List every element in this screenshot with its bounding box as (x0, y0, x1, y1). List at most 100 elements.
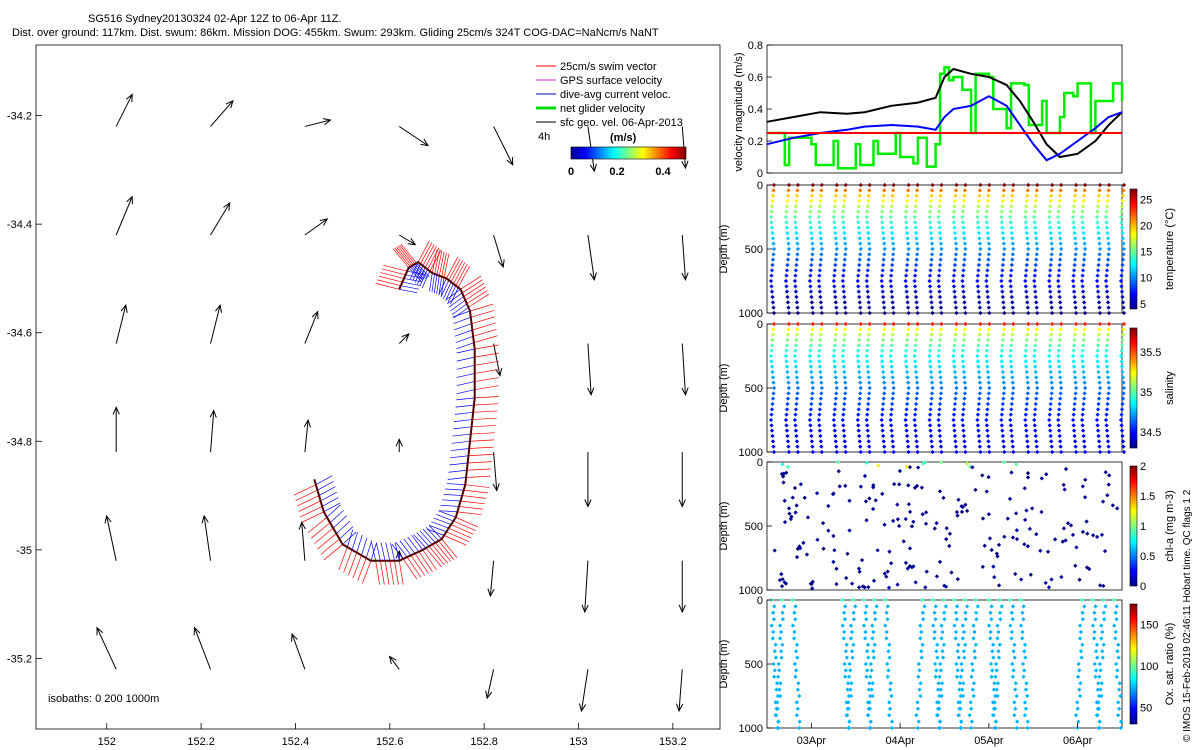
data-point (1101, 597, 1106, 603)
data-point (928, 337, 934, 343)
data-point (905, 439, 910, 444)
data-point (927, 278, 932, 284)
swim-vector (397, 245, 414, 266)
data-point (871, 629, 876, 635)
data-point (1032, 412, 1037, 417)
data-point (915, 706, 921, 711)
data-point (889, 273, 894, 278)
data-point (857, 396, 862, 401)
swim-vector (468, 454, 493, 457)
data-point (870, 623, 875, 628)
data-point (857, 332, 862, 337)
data-point (817, 412, 822, 417)
y-tick-label: -35 (16, 545, 32, 557)
data-point (1097, 674, 1102, 679)
data-point (844, 655, 850, 660)
arrow-head (388, 655, 397, 665)
data-point (1073, 241, 1078, 246)
swim-vector (465, 286, 486, 301)
data-point (807, 278, 813, 284)
geo-velocity-arrow (578, 669, 589, 713)
data-point (772, 649, 777, 654)
data-point (929, 252, 935, 257)
data-point (953, 439, 958, 444)
data-point (927, 412, 933, 417)
geo-velocity-arrow (493, 343, 503, 377)
data-point (920, 461, 926, 466)
data-point (770, 332, 776, 337)
arrow-shaft (389, 656, 400, 670)
data-point (1032, 417, 1037, 423)
data-point (903, 560, 909, 566)
data-point (1073, 188, 1078, 193)
data-point (913, 428, 918, 433)
data-point (843, 674, 848, 679)
swim-vector (460, 500, 485, 505)
data-point (1011, 385, 1016, 391)
data-point (985, 369, 991, 375)
data-point (794, 375, 800, 380)
swim-vector (314, 527, 334, 544)
data-point (890, 337, 895, 343)
data-point (793, 268, 799, 273)
data-point (904, 433, 910, 439)
data-point (1121, 449, 1127, 455)
data-point (959, 504, 964, 509)
data-point (961, 369, 967, 375)
data-point (869, 687, 874, 692)
data-point (1033, 407, 1038, 412)
data-point (873, 617, 878, 622)
data-point (1049, 396, 1054, 401)
data-point (1034, 375, 1039, 380)
data-point (843, 483, 848, 489)
data-point (914, 257, 919, 262)
data-point (904, 343, 909, 348)
current-vector (455, 404, 474, 408)
data-point (1014, 693, 1019, 699)
swim-vector (472, 322, 496, 331)
data-point (889, 412, 894, 417)
data-point (1057, 428, 1062, 433)
data-point (1078, 693, 1083, 699)
data-point (889, 719, 895, 724)
data-point (795, 385, 801, 391)
swim-vector (469, 303, 494, 312)
swim-vector (474, 396, 500, 399)
data-point (1119, 268, 1125, 273)
data-point (1119, 412, 1124, 417)
data-point (866, 332, 871, 337)
data-point (768, 278, 774, 284)
data-point (905, 252, 911, 257)
colorbar-tick-label: 35.5 (1140, 347, 1161, 359)
data-point (1097, 241, 1102, 246)
data-point (1081, 433, 1086, 439)
current-vector (323, 502, 341, 513)
data-point (924, 569, 929, 574)
data-point (1023, 278, 1028, 284)
data-point (866, 300, 871, 305)
current-vector (453, 317, 471, 324)
data-point (903, 353, 908, 359)
data-point (842, 401, 847, 407)
data-point (1049, 236, 1054, 241)
data-point (833, 439, 838, 444)
data-point (1073, 391, 1078, 396)
data-point (937, 559, 943, 565)
data-point (842, 617, 848, 622)
y-tick-label: -34.8 (7, 436, 32, 448)
data-point (954, 661, 959, 667)
data-point (1010, 241, 1015, 246)
data-point (977, 300, 982, 305)
data-point (1118, 214, 1124, 220)
data-point (1120, 193, 1126, 198)
data-point (1047, 423, 1052, 428)
swim-vector (320, 538, 340, 555)
data-point (912, 359, 918, 364)
data-point (1048, 204, 1053, 209)
data-point (785, 332, 791, 337)
data-point (1026, 310, 1031, 316)
data-point (1009, 610, 1014, 615)
data-point (1023, 220, 1028, 225)
data-point (775, 700, 780, 705)
